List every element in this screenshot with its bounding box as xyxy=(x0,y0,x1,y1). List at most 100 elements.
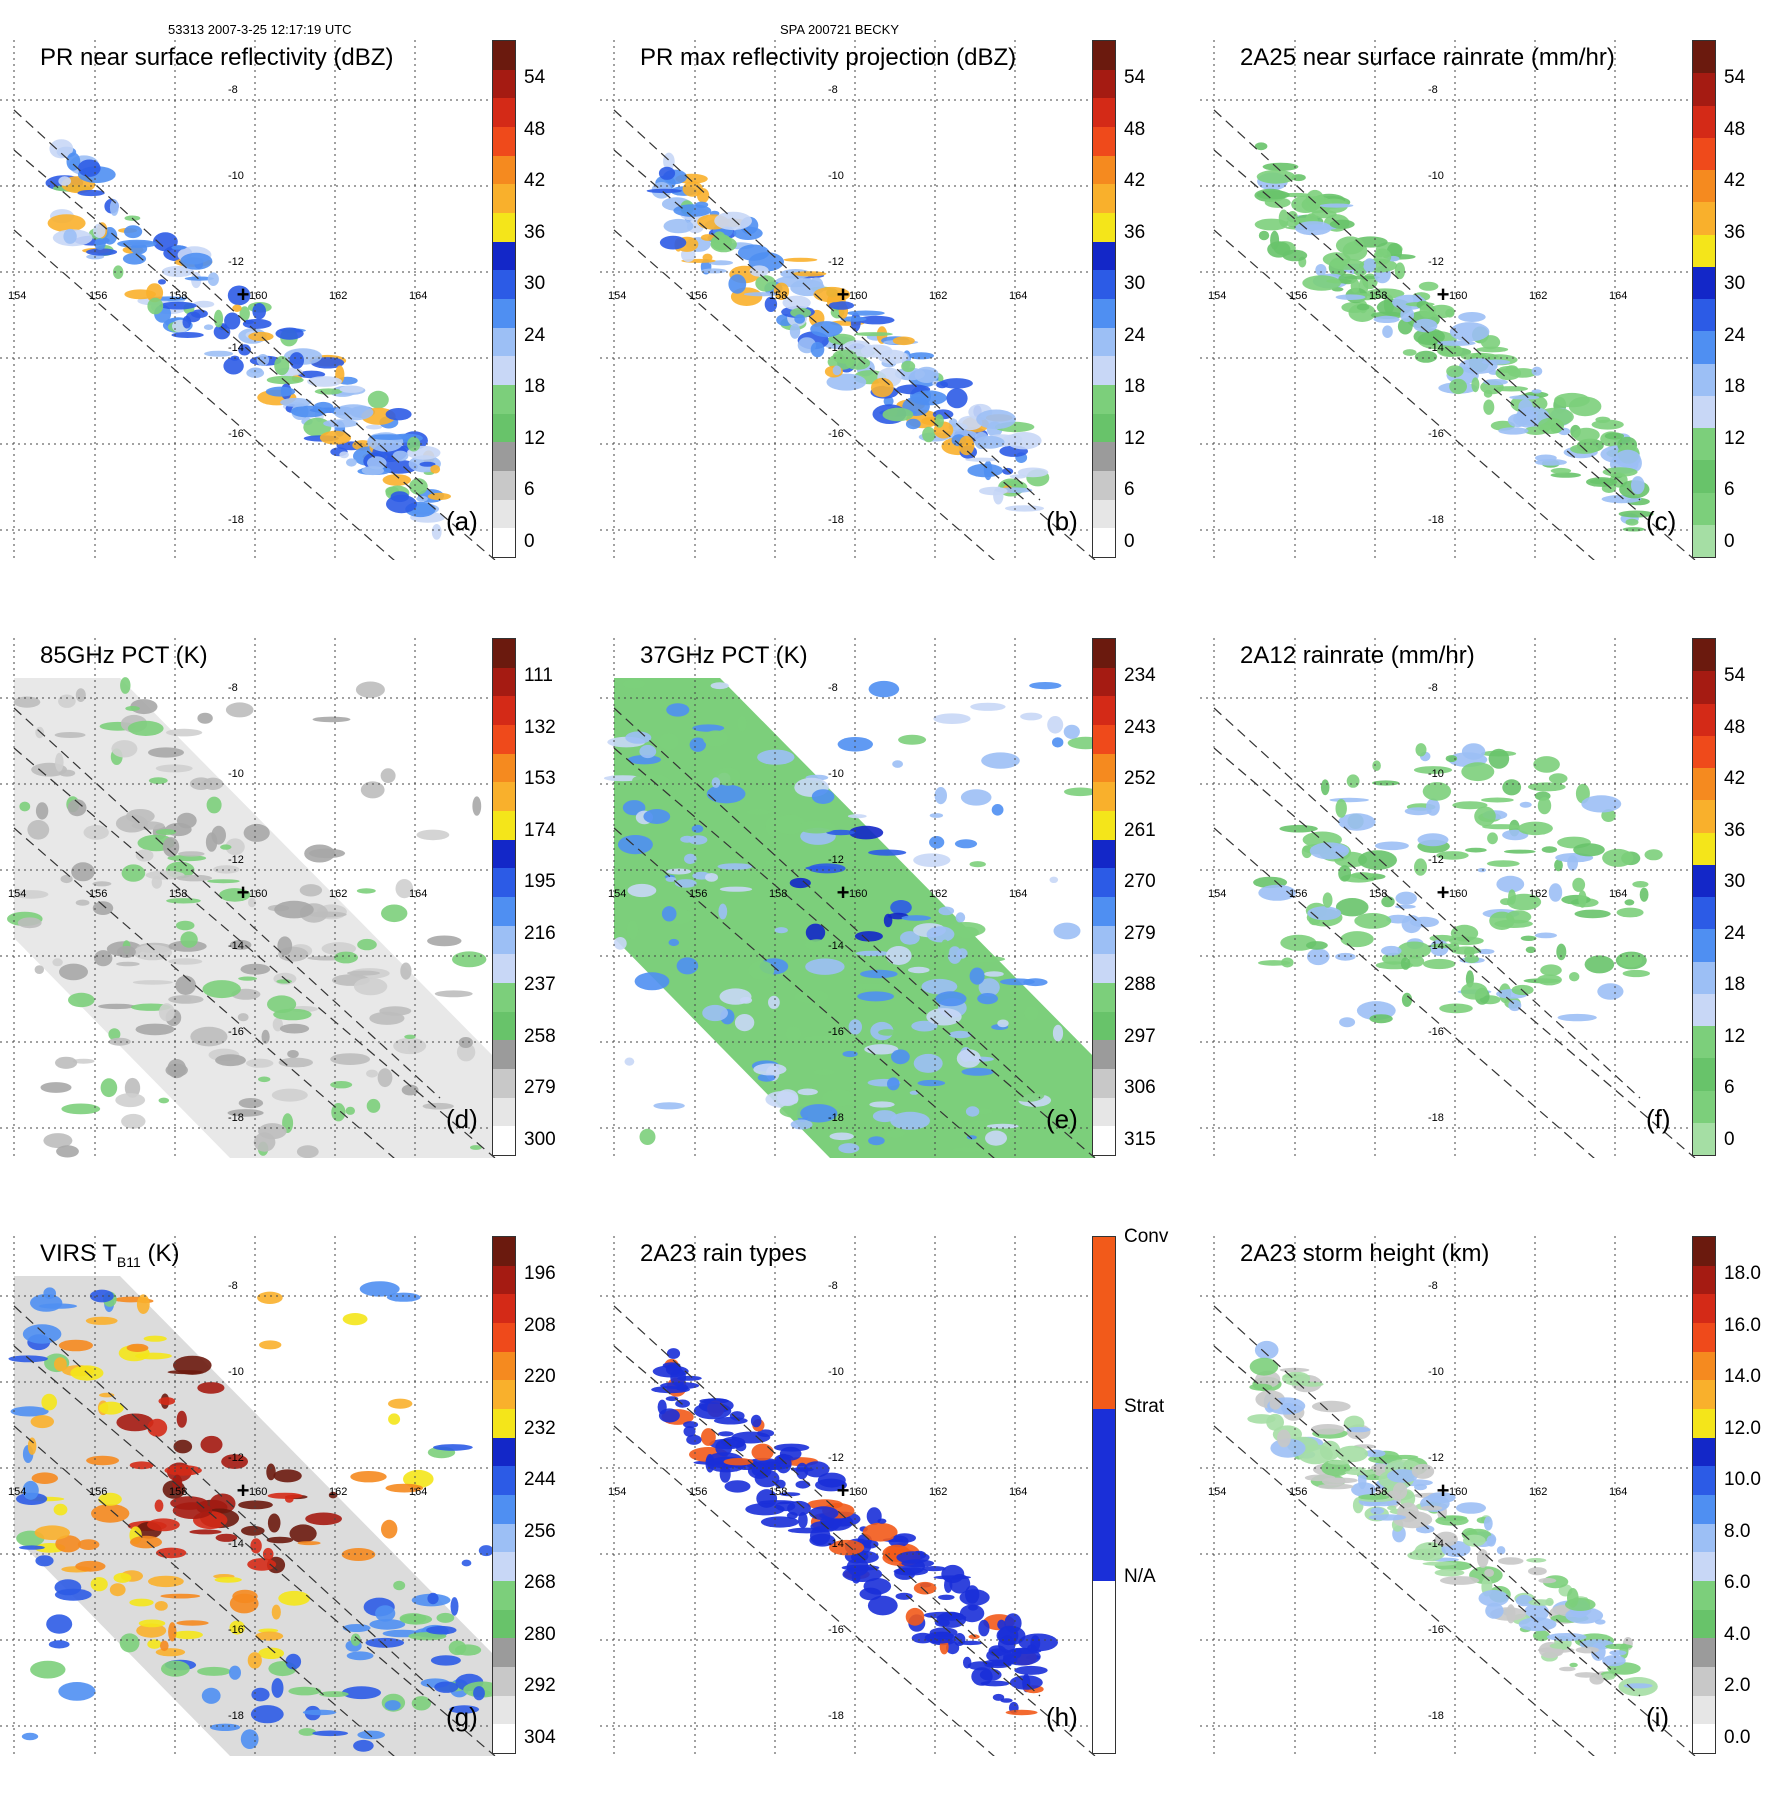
precip-cell xyxy=(355,681,385,698)
colorbar-segment xyxy=(1093,839,1115,869)
colorbar-tick-label: 220 xyxy=(524,1366,556,1387)
precip-cell xyxy=(1304,1474,1336,1482)
precip-cell xyxy=(14,890,49,899)
colorbar-tick-label: 24 xyxy=(1724,324,1746,346)
precip-cell xyxy=(1402,349,1417,356)
latitude-label: -18 xyxy=(1428,514,1444,526)
precip-cell xyxy=(1591,419,1624,430)
precip-cell xyxy=(392,450,409,462)
precip-cell xyxy=(1419,304,1436,318)
precip-cell xyxy=(809,1506,839,1521)
precip-cell xyxy=(86,1455,120,1466)
precip-cell xyxy=(1548,883,1563,902)
precip-cell xyxy=(1415,743,1427,757)
precip-cell xyxy=(158,1097,170,1104)
colorbar-segment xyxy=(1693,800,1715,833)
colorbar-segment xyxy=(493,1523,515,1553)
colorbar-segment xyxy=(1693,929,1715,962)
colorbar-segment xyxy=(1693,105,1715,138)
colorbar-segment xyxy=(1693,299,1715,332)
swath-boundary-line xyxy=(1213,747,1696,1158)
precip-cell xyxy=(979,1668,1002,1681)
panel-d: +154 156 158 160 162 164 -8 -10 -12 -14 -16 -18 85GH… xyxy=(0,638,600,1208)
precip-cell xyxy=(1009,1675,1043,1690)
precip-cell xyxy=(10,1406,49,1417)
precip-cell xyxy=(1541,846,1558,853)
precip-cell xyxy=(1535,454,1557,462)
precip-cell xyxy=(1014,1665,1048,1675)
longitude-label: 158 xyxy=(169,1486,188,1498)
precip-cell xyxy=(1392,1454,1419,1460)
precip-cell xyxy=(813,286,851,303)
precip-cell xyxy=(1414,858,1427,876)
precip-cell xyxy=(470,1145,482,1150)
precip-cell xyxy=(92,881,112,887)
precip-cell xyxy=(1502,779,1522,796)
precip-cell xyxy=(1489,911,1515,930)
precip-cell xyxy=(863,1578,892,1595)
colorbar-segment xyxy=(1693,1666,1715,1696)
precip-cell xyxy=(307,376,342,387)
precip-cell xyxy=(154,1601,168,1611)
precip-cell xyxy=(765,860,785,865)
precip-cell xyxy=(753,1063,787,1076)
precip-cell xyxy=(276,979,293,984)
precip-cell xyxy=(346,1651,374,1661)
latitude-label: -8 xyxy=(228,84,238,96)
panel-letter: (e) xyxy=(1046,1104,1078,1134)
colorbar-segment xyxy=(1693,1609,1715,1639)
precip-cell xyxy=(22,1480,39,1500)
precip-cell xyxy=(180,931,198,948)
precip-cell xyxy=(639,744,657,759)
precip-cell xyxy=(1335,898,1369,917)
precip-cell xyxy=(419,461,436,467)
longitude-label: 156 xyxy=(1289,290,1308,302)
precip-cell xyxy=(126,1343,149,1352)
storm-center-marker: + xyxy=(1437,1478,1450,1503)
precip-cell xyxy=(416,829,450,841)
storm-center-marker: + xyxy=(1437,282,1450,307)
precip-cell xyxy=(666,703,690,717)
precip-cell xyxy=(1464,955,1479,964)
precip-cell xyxy=(427,1592,439,1605)
precip-cell xyxy=(35,802,49,820)
colorbar-tick-label: 48 xyxy=(524,118,546,140)
precip-cell xyxy=(797,1088,818,1096)
precip-cell xyxy=(369,1619,406,1630)
colorbar-segment xyxy=(493,810,515,840)
precip-cell xyxy=(785,1026,802,1041)
precip-cell xyxy=(71,862,95,882)
precip-cell xyxy=(404,1034,416,1039)
precip-cell xyxy=(860,969,898,979)
colorbar-tick-label: 195 xyxy=(524,871,556,892)
precip-cell xyxy=(1464,946,1475,957)
precip-cell xyxy=(892,760,903,768)
colorbar-segment xyxy=(1093,1237,1115,1409)
precip-cell xyxy=(1483,379,1508,386)
precip-cell xyxy=(1536,974,1562,986)
precip-cell xyxy=(1518,399,1533,416)
map-canvas: + xyxy=(1200,1236,1700,1756)
latitude-label: -14 xyxy=(1428,940,1444,952)
precip-cell xyxy=(1569,972,1580,982)
precip-cell xyxy=(643,809,671,824)
colorbar-tick-label: 288 xyxy=(1124,974,1156,995)
precip-cell xyxy=(896,1551,930,1564)
latitude-label: -18 xyxy=(228,514,244,526)
precip-cell xyxy=(1277,1429,1291,1448)
map-canvas: + xyxy=(0,1236,500,1756)
swath-boundary-line xyxy=(1213,1305,1641,1697)
precip-cell xyxy=(926,1008,962,1026)
precip-cell xyxy=(868,1136,885,1146)
longitude-label: 154 xyxy=(1208,888,1227,900)
precip-cell xyxy=(1052,1024,1064,1042)
precip-cell xyxy=(172,1502,213,1519)
precip-cell xyxy=(297,370,326,379)
longitude-label: 162 xyxy=(1529,1486,1548,1498)
precip-cell xyxy=(155,764,193,773)
precip-cell xyxy=(237,1013,249,1022)
precip-cell xyxy=(136,1294,150,1314)
precip-cell xyxy=(634,972,670,991)
swath-boundary-line xyxy=(13,109,441,501)
precip-cell xyxy=(388,1398,413,1409)
